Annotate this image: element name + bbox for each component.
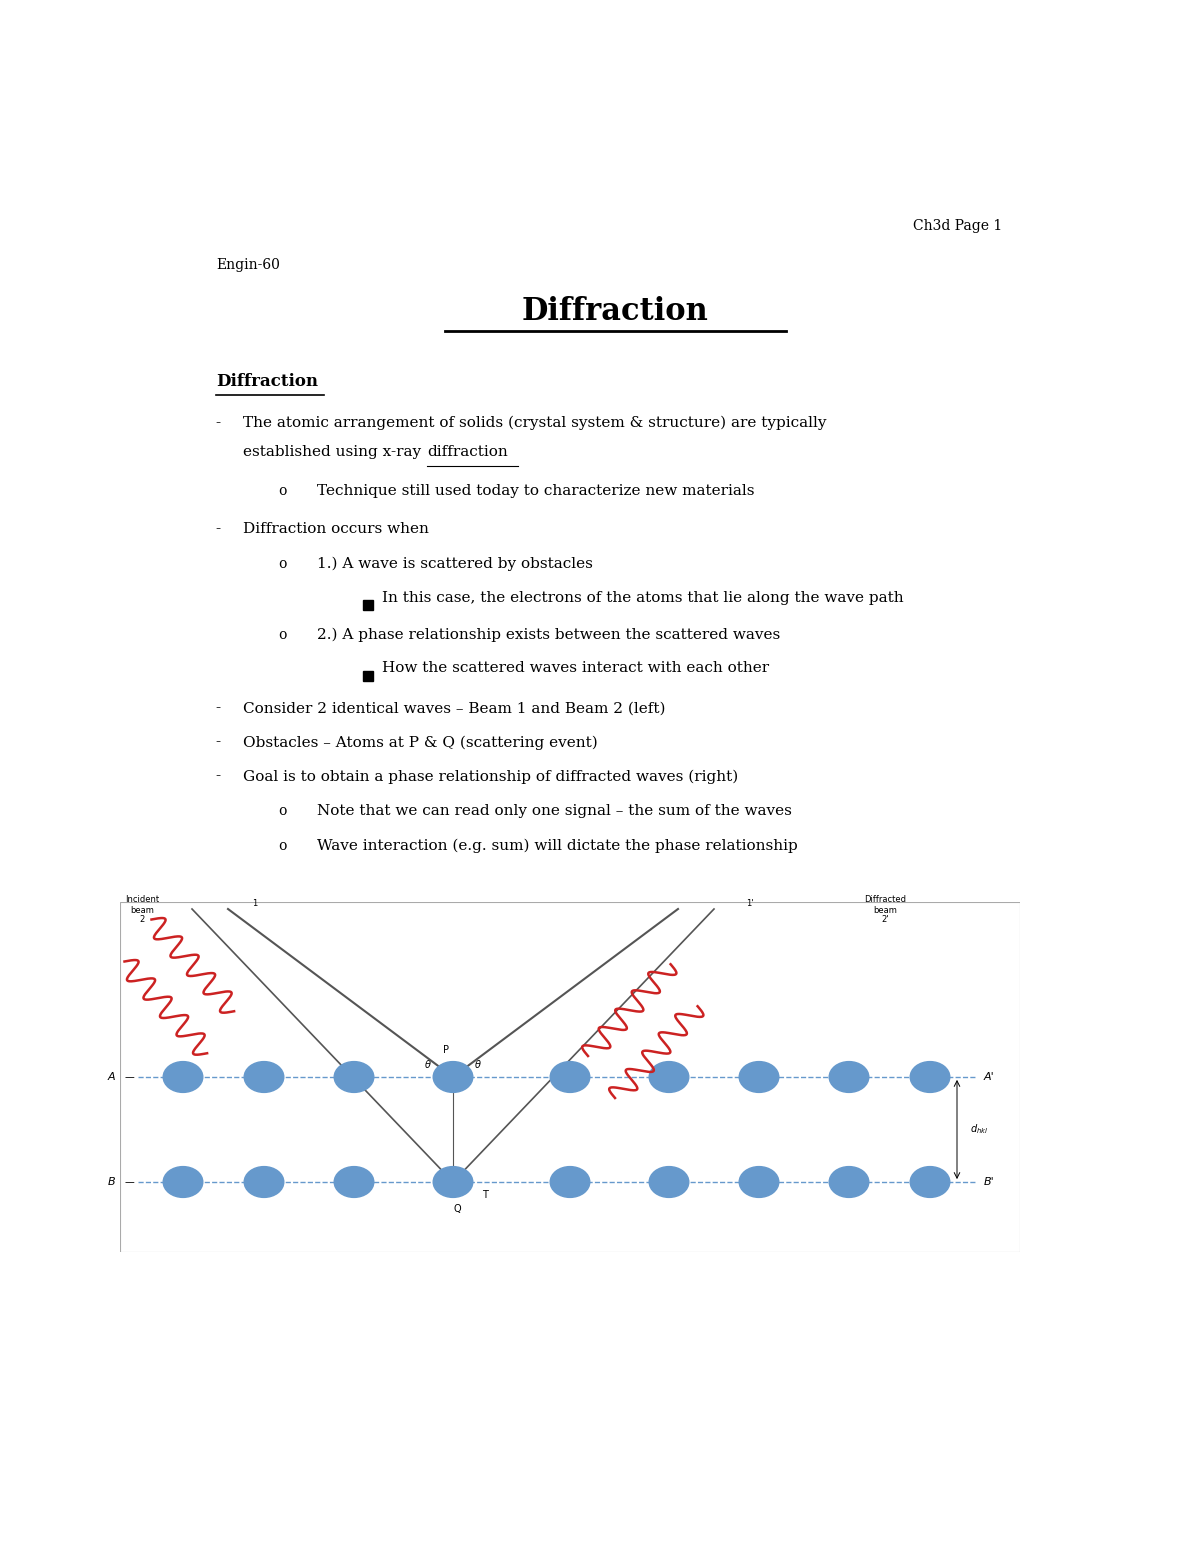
Text: A: A: [108, 1072, 115, 1082]
Circle shape: [334, 1062, 374, 1092]
Text: beam: beam: [131, 905, 155, 915]
Text: How the scattered waves interact with each other: How the scattered waves interact with ea…: [383, 662, 769, 676]
Text: The atomic arrangement of solids (crystal system & structure) are typically: The atomic arrangement of solids (crysta…: [242, 416, 827, 430]
Text: Wave interaction (e.g. sum) will dictate the phase relationship: Wave interaction (e.g. sum) will dictate…: [317, 839, 797, 853]
Text: 2.) A phase relationship exists between the scattered waves: 2.) A phase relationship exists between …: [317, 627, 780, 641]
Text: 2: 2: [140, 915, 145, 924]
Circle shape: [910, 1062, 950, 1092]
Text: -: -: [216, 769, 221, 783]
Text: beam: beam: [874, 905, 896, 915]
Circle shape: [433, 1062, 473, 1092]
Text: Diffracted: Diffracted: [864, 895, 906, 904]
Circle shape: [163, 1166, 203, 1197]
Bar: [364, 671, 373, 680]
Text: $\theta$: $\theta$: [474, 1058, 482, 1070]
Circle shape: [829, 1166, 869, 1197]
Text: A': A': [984, 1072, 995, 1082]
Text: In this case, the electrons of the atoms that lie along the wave path: In this case, the electrons of the atoms…: [383, 590, 904, 604]
Text: B: B: [108, 1177, 115, 1186]
Circle shape: [245, 1166, 284, 1197]
Text: o: o: [278, 627, 287, 641]
Text: diffraction: diffraction: [427, 446, 509, 460]
Text: $d_{hkl}$: $d_{hkl}$: [971, 1123, 989, 1137]
Text: Note that we can read only one signal – the sum of the waves: Note that we can read only one signal – …: [317, 804, 792, 818]
Text: -: -: [216, 416, 221, 430]
Text: 1': 1': [746, 899, 754, 907]
Bar: [364, 599, 373, 610]
Text: Obstacles – Atoms at P & Q (scattering event): Obstacles – Atoms at P & Q (scattering e…: [242, 736, 598, 750]
Text: Engin-60: Engin-60: [216, 258, 280, 272]
Text: Consider 2 identical waves – Beam 1 and Beam 2 (left): Consider 2 identical waves – Beam 1 and …: [242, 702, 666, 716]
Text: -: -: [216, 736, 221, 750]
Text: $\theta$: $\theta$: [424, 1058, 432, 1070]
Text: o: o: [278, 483, 287, 497]
Text: Q: Q: [454, 1205, 461, 1214]
Circle shape: [433, 1166, 473, 1197]
Text: -: -: [216, 522, 221, 536]
Text: P: P: [443, 1045, 449, 1054]
Circle shape: [649, 1166, 689, 1197]
Text: o: o: [278, 839, 287, 853]
Circle shape: [551, 1062, 590, 1092]
Text: —: —: [125, 1177, 134, 1186]
Circle shape: [551, 1166, 590, 1197]
Circle shape: [163, 1062, 203, 1092]
Text: —: —: [125, 1072, 134, 1082]
Text: o: o: [278, 804, 287, 818]
Text: -: -: [216, 702, 221, 716]
Text: o: o: [278, 556, 287, 572]
Text: established using x-ray: established using x-ray: [242, 446, 426, 460]
Text: Diffraction: Diffraction: [522, 297, 708, 328]
Text: 2': 2': [881, 915, 889, 924]
Text: 1.) A wave is scattered by obstacles: 1.) A wave is scattered by obstacles: [317, 556, 593, 572]
Circle shape: [910, 1166, 950, 1197]
Circle shape: [739, 1166, 779, 1197]
Text: 1: 1: [252, 899, 258, 907]
Text: Technique still used today to characterize new materials: Technique still used today to characteri…: [317, 483, 754, 497]
Circle shape: [334, 1166, 374, 1197]
Text: Diffraction occurs when: Diffraction occurs when: [242, 522, 428, 536]
Text: Incident: Incident: [126, 895, 160, 904]
Text: T: T: [481, 1191, 487, 1200]
Circle shape: [829, 1062, 869, 1092]
Circle shape: [739, 1062, 779, 1092]
Text: Ch3d Page 1: Ch3d Page 1: [913, 219, 1002, 233]
Text: Diffraction: Diffraction: [216, 373, 318, 390]
Circle shape: [649, 1062, 689, 1092]
Text: Goal is to obtain a phase relationship of diffracted waves (right): Goal is to obtain a phase relationship o…: [242, 769, 738, 784]
Text: B': B': [984, 1177, 995, 1186]
Circle shape: [245, 1062, 284, 1092]
